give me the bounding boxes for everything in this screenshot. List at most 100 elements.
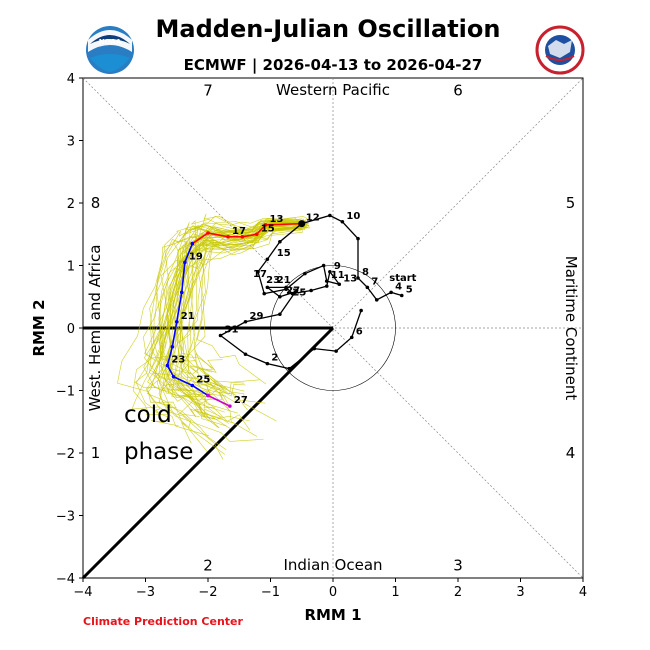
day-label: 17 [232, 226, 246, 237]
day-label: 23 [171, 355, 185, 366]
observed-point [356, 276, 360, 280]
ensemble-member-line [168, 215, 304, 427]
y-tick-label: −1 [56, 385, 75, 400]
observed-point [287, 366, 292, 371]
forecast-week1-point [206, 231, 210, 235]
day-label: 19 [189, 251, 203, 262]
ensemble-member-line [180, 221, 307, 397]
ensemble-member-line [172, 219, 302, 387]
day-label: 29 [250, 311, 264, 322]
observed-point [321, 263, 326, 268]
noaa-logo-icon: NOAA [86, 26, 134, 74]
day-label: 17 [253, 269, 267, 280]
phase-number: 8 [91, 194, 101, 212]
chart-title: Madden-Julian Oscillation [156, 15, 501, 43]
day-label: 5 [406, 285, 413, 296]
observed-point [328, 213, 332, 218]
forecast-week1-point [226, 234, 230, 239]
observed-point [262, 291, 267, 296]
y-tick-label: 1 [67, 260, 75, 275]
forecast-week2-point [174, 319, 179, 324]
forecast-week2-point [190, 241, 195, 246]
region-bottom: Indian Ocean [283, 556, 382, 574]
phase-number: 4 [566, 444, 576, 462]
observed-point [284, 285, 288, 290]
observed-point [399, 293, 404, 298]
forecast-tail-point [206, 393, 210, 398]
forecast-track [165, 220, 306, 408]
observed-point [328, 269, 332, 274]
forecast-week2-point [171, 374, 176, 379]
day-label: 15 [277, 248, 291, 259]
observed-point [356, 236, 360, 241]
forecast-week2-point [165, 363, 170, 368]
x-tick-label: 2 [454, 585, 462, 600]
forecast-week2-point [183, 260, 187, 265]
x-tick-label: −4 [73, 585, 92, 600]
phase-guides [81, 77, 584, 580]
ensemble-member-line [162, 220, 310, 398]
day-label: 7 [371, 276, 378, 287]
observed-point [340, 219, 345, 224]
svg-text:NOAA: NOAA [99, 38, 122, 46]
x-tick-label: 3 [516, 585, 524, 600]
day-label: 23 [266, 275, 280, 286]
observed-point [365, 285, 370, 290]
region-right: Maritime Continent [562, 256, 580, 401]
phase-number: 1 [91, 444, 101, 462]
cold-phase-line1: cold [124, 402, 172, 428]
y-tick-label: 4 [67, 72, 75, 87]
y-tick-label: 2 [67, 197, 75, 212]
x-tick-label: −3 [136, 585, 155, 600]
ensemble-member-line [194, 220, 304, 411]
observed-point [389, 290, 393, 295]
observed-point [324, 284, 329, 288]
credit-text: Climate Prediction Center [83, 615, 243, 628]
day-label: 13 [343, 273, 357, 284]
ensemble-member-line [149, 218, 305, 369]
x-tick-label: 4 [579, 585, 587, 600]
observed-point [278, 312, 282, 317]
forecast-week2-point [170, 344, 175, 349]
day-label: 12 [306, 213, 320, 224]
forecast-week2-point [179, 290, 184, 295]
phase-number: 6 [453, 82, 463, 100]
ensemble-member-line [145, 221, 302, 408]
observed-point [290, 291, 295, 296]
ensemble-member-line [183, 223, 308, 431]
observed-point [243, 352, 248, 357]
phase-number: 5 [566, 194, 576, 212]
forecast-week1-point [240, 234, 245, 239]
day-label: 31 [225, 325, 239, 336]
forecast-tail-line [207, 394, 231, 407]
nws-logo-icon [535, 25, 585, 75]
observed-point [309, 288, 313, 293]
ensemble-member-line [158, 221, 306, 450]
ensemble-member-line [149, 220, 300, 402]
day-label: 25 [292, 288, 306, 299]
observed-point [337, 282, 342, 287]
phase-number: 7 [203, 82, 213, 100]
day-label: 27 [286, 286, 300, 297]
day-label: 15 [261, 223, 275, 234]
forecast-week1-point [254, 232, 259, 237]
x-tick-label: −1 [261, 585, 280, 600]
x-tick-label: −2 [198, 585, 217, 600]
day-label: 2 [271, 353, 278, 364]
day-label: 10 [346, 211, 360, 222]
forecast-week2-point [190, 383, 195, 388]
observed-point [243, 319, 248, 324]
observed-track [218, 213, 404, 371]
x-axis-label: RMM 1 [304, 606, 361, 624]
day-label: 21 [277, 275, 291, 286]
phase-number: 2 [203, 557, 213, 575]
cold-phase-line2: phase [124, 439, 193, 465]
day-label: 11 [331, 270, 345, 281]
observed-point [218, 333, 223, 338]
observed-point [265, 257, 270, 262]
x-tick-label: 1 [391, 585, 399, 600]
observed-point [293, 289, 298, 294]
